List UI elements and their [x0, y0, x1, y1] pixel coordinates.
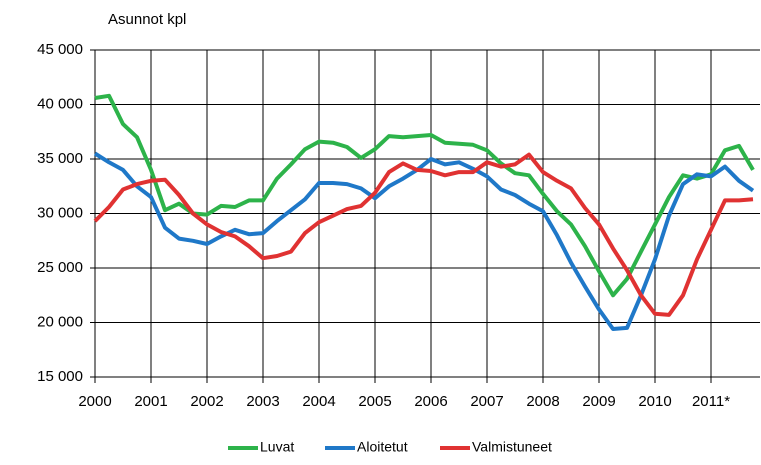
x-tick-label: 2005	[358, 393, 391, 410]
series-line	[93, 151, 755, 331]
y-tick-label: 15 000	[37, 368, 83, 385]
x-tick-label: 2002	[190, 393, 223, 410]
x-tick-label: 2004	[302, 393, 335, 410]
x-tick-label: 2006	[414, 393, 447, 410]
x-tick-label: 2001	[134, 393, 167, 410]
x-tick-label: 2009	[582, 393, 615, 410]
y-tick-label: 45 000	[37, 41, 83, 58]
y-tick-label: 20 000	[37, 313, 83, 330]
x-tick-label: 2007	[470, 393, 503, 410]
x-tick-label: 2003	[246, 393, 279, 410]
y-tick-label: 25 000	[37, 259, 83, 276]
legend-label: Luvat	[260, 439, 294, 455]
y-tick-label: 30 000	[37, 204, 83, 221]
y-tick-label: 40 000	[37, 95, 83, 112]
x-tick-label: 2000	[78, 393, 111, 410]
legend-label: Valmistuneet	[472, 439, 552, 455]
series-line	[94, 93, 755, 298]
x-tick-label: 2008	[526, 393, 559, 410]
x-tick-label: 2011*	[692, 393, 730, 410]
series-line	[93, 152, 754, 317]
legend-label: Aloitetut	[357, 439, 408, 455]
x-tick-label: 2010	[638, 393, 671, 410]
y-axis-title: Asunnot kpl	[108, 11, 186, 28]
y-tick-label: 35 000	[37, 150, 83, 167]
